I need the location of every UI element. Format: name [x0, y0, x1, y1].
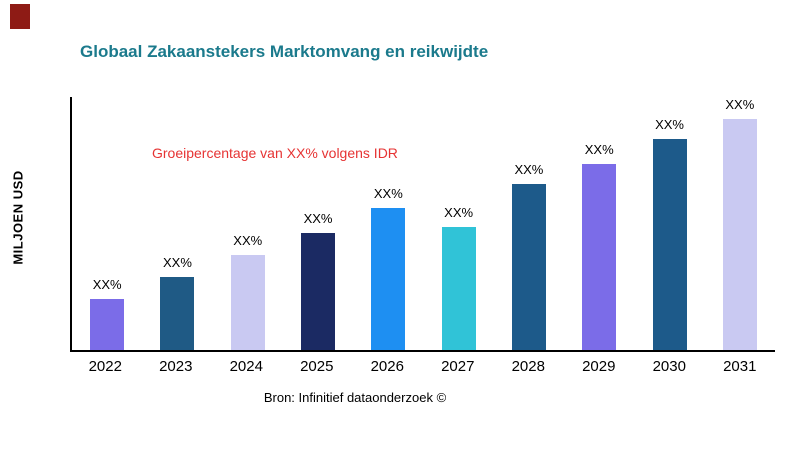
x-tick-label: 2029 — [582, 358, 616, 375]
corner-mark — [10, 4, 30, 29]
bar-slot: XX% — [283, 97, 353, 350]
bar-slot: XX% — [564, 97, 634, 350]
bar-2030 — [652, 138, 687, 350]
bar-value-label: XX% — [514, 162, 544, 178]
x-tick-label: 2027 — [441, 358, 475, 375]
growth-annotation: Groeipercentage van XX% volgens IDR — [152, 145, 398, 161]
y-axis-label: MILJOEN USD — [10, 170, 26, 265]
chart-title: Globaal Zakaanstekers Marktomvang en rei… — [80, 42, 489, 61]
bar-value-label: XX% — [92, 277, 122, 293]
bar-slot: XX% — [142, 97, 212, 350]
bar-slot: XX% — [423, 97, 493, 350]
bar-value-label: XX% — [584, 141, 614, 157]
bar-2028 — [511, 184, 546, 350]
bar-2023 — [160, 277, 195, 350]
bar-value-label: XX% — [162, 255, 192, 271]
x-tick-label: 2028 — [511, 358, 545, 375]
bar-slot: XX% — [213, 97, 283, 350]
bar-value-label: XX% — [655, 116, 684, 132]
source-note: Bron: Infinitief dataonderzoek © — [263, 390, 447, 405]
bar-slot: XX% — [494, 97, 564, 350]
plot-area: Groeipercentage van XX% volgens IDR XX% X… — [70, 97, 775, 352]
bars-container: XX% XX% XX% XX% XX% XX% XX% XX% XX% XX% — [72, 97, 775, 350]
bar-value-label: XX% — [725, 97, 755, 112]
x-tick-label: 2031 — [723, 358, 757, 375]
bar-slot: XX% — [634, 97, 704, 350]
bar-2031 — [722, 119, 757, 350]
bar-value-label: XX% — [233, 232, 263, 248]
bar-value-label: XX% — [444, 204, 474, 220]
x-tick-label: 2023 — [159, 358, 193, 375]
x-tick-label: 2026 — [370, 358, 404, 375]
bar-2026 — [371, 208, 406, 350]
x-tick-label: 2022 — [88, 358, 122, 375]
bar-2029 — [582, 163, 617, 350]
bar-slot: XX% — [72, 97, 142, 350]
x-tick-label: 2025 — [300, 358, 334, 375]
bar-2027 — [441, 226, 476, 350]
bar-value-label: XX% — [373, 186, 403, 202]
bar-2022 — [90, 299, 125, 350]
x-axis-labels: 2022 2023 2024 2025 2026 2027 2028 2029 2030 2031 — [70, 358, 775, 375]
x-tick-label: 2024 — [229, 358, 263, 375]
bar-value-label: XX% — [303, 210, 333, 226]
bar-slot: XX% — [353, 97, 423, 350]
bar-2025 — [301, 232, 336, 350]
x-tick-label: 2030 — [652, 358, 686, 375]
bar-2024 — [230, 254, 265, 350]
bar-slot: XX% — [705, 97, 775, 350]
